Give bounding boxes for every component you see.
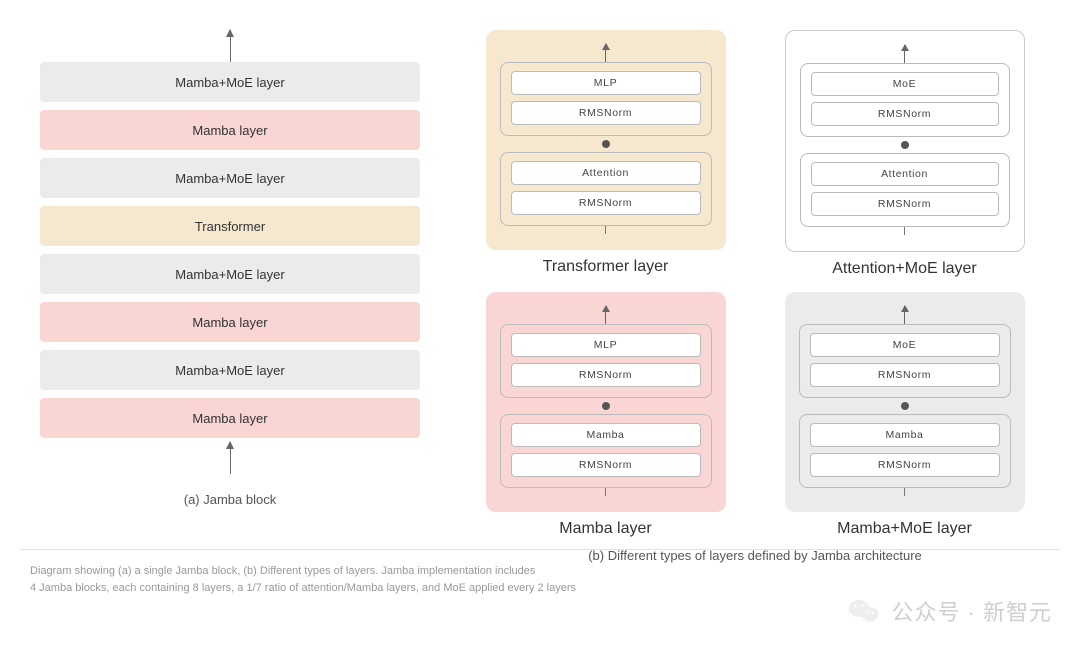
sublayer-box: RMSNorm: [810, 453, 1000, 477]
sublayer-box: RMSNorm: [511, 101, 701, 125]
residual-add-dot: [901, 141, 909, 149]
stack-layer: Mamba layer: [40, 110, 420, 150]
sublayer-box: RMSNorm: [811, 102, 999, 126]
residual-group: Mamba RMSNorm: [500, 414, 712, 488]
connector-line: [904, 488, 905, 496]
diagram-page: Mamba+MoE layer Mamba layer Mamba+MoE laye…: [0, 0, 1080, 646]
layer-type-card: MLP RMSNorm Mamba RMSNorm: [486, 292, 726, 512]
wechat-icon: [847, 594, 881, 628]
arrow-up-icon: [904, 45, 905, 63]
residual-group: MLP RMSNorm: [500, 324, 712, 398]
horizontal-rule: [20, 549, 1060, 550]
sublayer-box: MoE: [811, 72, 999, 96]
sublayer-box: MLP: [511, 71, 701, 95]
footnote-line: Diagram showing (a) a single Jamba block…: [30, 563, 576, 580]
connector-line: [605, 226, 606, 234]
connector-line: [605, 488, 606, 496]
residual-add-dot: [602, 402, 610, 410]
residual-group: MoE RMSNorm: [799, 324, 1011, 398]
residual-group: Mamba RMSNorm: [799, 414, 1011, 488]
layer-type-card: MoE RMSNorm Attention RMSNorm: [785, 30, 1025, 252]
stack-layer: Transformer: [40, 206, 420, 246]
stack-layer: Mamba+MoE layer: [40, 158, 420, 198]
sublayer-box: MLP: [511, 333, 701, 357]
residual-group: Attention RMSNorm: [500, 152, 712, 226]
stack-layer: Mamba layer: [40, 398, 420, 438]
caption-b: (b) Different types of layers defined by…: [470, 548, 1040, 563]
residual-group: MoE RMSNorm: [800, 63, 1010, 137]
arrow-up-icon: [904, 306, 905, 324]
arrow-up-icon: [230, 442, 231, 474]
residual-add-dot: [602, 140, 610, 148]
layer-type-title: Mamba+MoE layer: [837, 520, 972, 538]
sublayer-box: RMSNorm: [511, 191, 701, 215]
sublayer-box: Attention: [811, 162, 999, 186]
layer-type-card: MLP RMSNorm Attention RMSNorm: [486, 30, 726, 250]
stack-layer: Mamba+MoE layer: [40, 254, 420, 294]
sublayer-box: RMSNorm: [810, 363, 1000, 387]
layer-type-title: Mamba layer: [559, 520, 651, 538]
layer-type-cell: MoE RMSNorm Attention RMSNorm Attention+MoE …: [769, 30, 1040, 278]
layer-type-grid: MLP RMSNorm Attention RMSNorm Transformer la…: [470, 30, 1040, 538]
sublayer-box: Mamba: [511, 423, 701, 447]
layer-type-cell: MLP RMSNorm Attention RMSNorm Transformer la…: [470, 30, 741, 278]
sublayer-box: RMSNorm: [811, 192, 999, 216]
watermark: 公众号 · 新智元: [847, 594, 1052, 628]
stack-layer: Mamba+MoE layer: [40, 350, 420, 390]
connector-line: [904, 227, 905, 235]
footnote-line: 4 Jamba blocks, each containing 8 layers…: [30, 580, 576, 597]
layer-type-cell: MoE RMSNorm Mamba RMSNorm Mamba+MoE layer: [769, 292, 1040, 538]
stack-layer: Mamba layer: [40, 302, 420, 342]
sublayer-box: Attention: [511, 161, 701, 185]
layer-type-title: Transformer layer: [543, 258, 669, 276]
watermark-text: 公众号 · 新智元: [891, 595, 1052, 627]
sublayer-box: RMSNorm: [511, 453, 701, 477]
arrow-up-icon: [230, 30, 231, 62]
residual-group: MLP RMSNorm: [500, 62, 712, 136]
layer-type-cell: MLP RMSNorm Mamba RMSNorm Mamba layer: [470, 292, 741, 538]
sublayer-box: MoE: [810, 333, 1000, 357]
columns: Mamba+MoE layer Mamba layer Mamba+MoE laye…: [40, 30, 1040, 563]
layer-type-card: MoE RMSNorm Mamba RMSNorm: [785, 292, 1025, 512]
jamba-block-panel: Mamba+MoE layer Mamba layer Mamba+MoE laye…: [40, 30, 420, 563]
residual-group: Attention RMSNorm: [800, 153, 1010, 227]
layer-types-panel: MLP RMSNorm Attention RMSNorm Transformer la…: [470, 30, 1040, 563]
sublayer-box: Mamba: [810, 423, 1000, 447]
caption-a: (a) Jamba block: [184, 492, 276, 507]
arrow-up-icon: [605, 306, 606, 324]
stack-layer: Mamba+MoE layer: [40, 62, 420, 102]
residual-add-dot: [901, 402, 909, 410]
layer-type-title: Attention+MoE layer: [832, 260, 977, 278]
arrow-up-icon: [605, 44, 606, 62]
sublayer-box: RMSNorm: [511, 363, 701, 387]
jamba-layer-stack: Mamba+MoE layer Mamba layer Mamba+MoE laye…: [40, 62, 420, 438]
footnote: Diagram showing (a) a single Jamba block…: [30, 563, 576, 596]
